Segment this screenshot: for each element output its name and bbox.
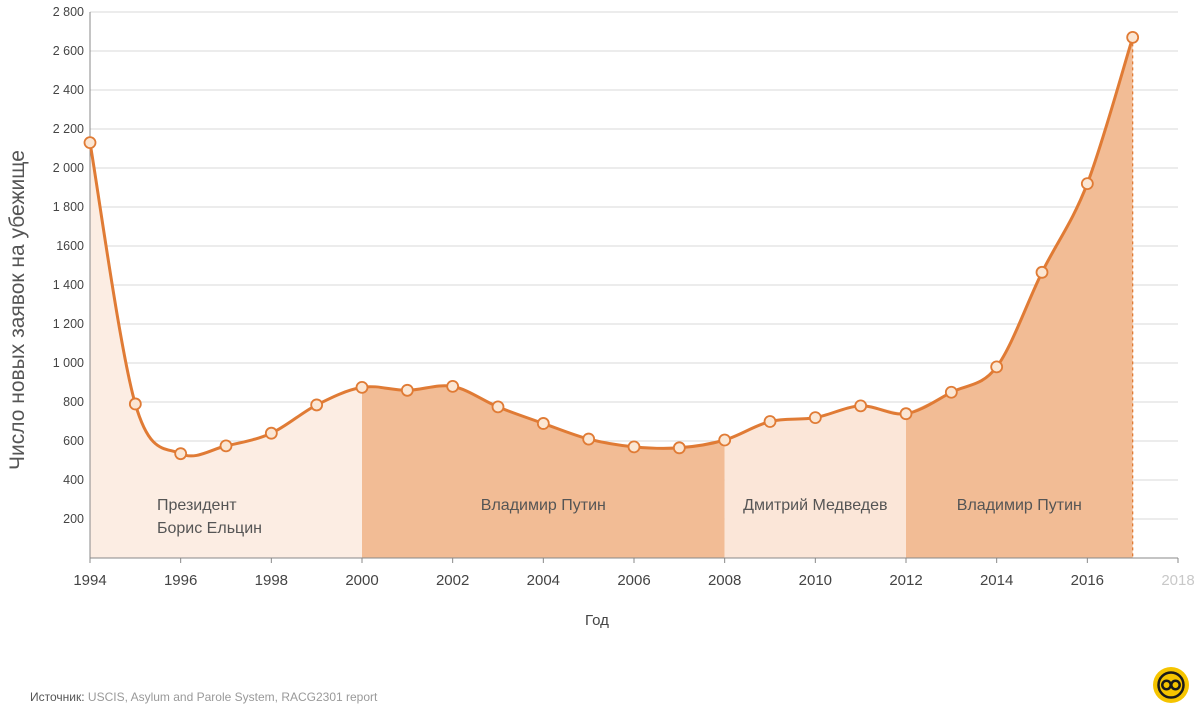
y-tick-label: 400 bbox=[63, 473, 84, 487]
axes bbox=[89, 12, 1179, 563]
data-point bbox=[174, 447, 188, 461]
data-point bbox=[1126, 30, 1140, 44]
period-area bbox=[90, 142, 362, 558]
y-tick-label: 800 bbox=[63, 395, 84, 409]
y-tick-label: 1 800 bbox=[53, 200, 84, 214]
data-point bbox=[718, 433, 732, 447]
y-tick-label: 2 600 bbox=[53, 44, 84, 58]
y-tick-label: 1600 bbox=[56, 239, 84, 253]
x-tick-label: 2006 bbox=[617, 572, 650, 589]
gridlines bbox=[90, 11, 1178, 520]
y-axis-label: Число новых заявок на убежище bbox=[6, 150, 29, 470]
period-area bbox=[724, 405, 906, 558]
x-tick-label: 1998 bbox=[255, 572, 288, 589]
source-text: USCIS, Asylum and Parole System, RACG230… bbox=[87, 690, 378, 704]
source-note: Источник: USCIS, Asylum and Parole Syste… bbox=[30, 690, 377, 704]
data-point bbox=[990, 360, 1004, 374]
y-tick-label: 1 000 bbox=[53, 356, 84, 370]
y-tick-label: 1 400 bbox=[53, 278, 84, 292]
data-point bbox=[400, 383, 414, 397]
x-tick-label: 2004 bbox=[527, 572, 560, 589]
period-areas bbox=[90, 37, 1133, 558]
data-point bbox=[446, 379, 460, 393]
y-tick-label: 2 400 bbox=[53, 83, 84, 97]
data-point bbox=[944, 385, 958, 399]
x-tick-labels: 1994 1996 1998 2000 2002 2004 2006 2008 2010 2012… bbox=[73, 572, 1194, 589]
period-labels: Президент Борис Ельцин Владимир Путин Дмитр… bbox=[157, 497, 1082, 537]
data-point bbox=[1035, 265, 1049, 279]
y-tick-label: 1 200 bbox=[53, 317, 84, 331]
data-point bbox=[536, 417, 550, 430]
data-point bbox=[763, 415, 777, 428]
data-point bbox=[854, 399, 868, 413]
period-area bbox=[906, 37, 1133, 558]
period-label: Владимир Путин bbox=[481, 497, 606, 514]
y-tick-label: 2 800 bbox=[53, 5, 84, 19]
data-point bbox=[582, 432, 596, 446]
data-point bbox=[128, 397, 142, 411]
period-label: Владимир Путин bbox=[957, 497, 1082, 514]
data-point bbox=[355, 380, 369, 394]
y-tick-label: 600 bbox=[63, 434, 84, 448]
x-tick-label: 2008 bbox=[708, 572, 741, 589]
period-label: Борис Ельцин bbox=[157, 520, 262, 537]
y-tick-label: 2 200 bbox=[53, 122, 84, 136]
x-tick-label: 2000 bbox=[345, 572, 378, 589]
period-label: Дмитрий Медведев bbox=[743, 497, 887, 514]
data-point bbox=[627, 440, 641, 454]
x-tick-label: 2002 bbox=[436, 572, 469, 589]
x-tick-label: 2016 bbox=[1071, 572, 1104, 589]
period-area bbox=[362, 385, 725, 558]
x-tick-label: 1996 bbox=[164, 572, 197, 589]
data-point bbox=[219, 439, 233, 453]
data-point bbox=[310, 398, 324, 412]
x-tick-label: 2018 bbox=[1161, 572, 1194, 589]
data-point bbox=[808, 411, 822, 425]
y-tick-labels: 200 400 600 800 1 000 1 200 1 400 1600 1 800 2 00… bbox=[53, 5, 84, 526]
x-tick-label: 2014 bbox=[980, 572, 1013, 589]
x-tick-label: 2010 bbox=[799, 572, 832, 589]
x-tick-label: 2012 bbox=[889, 572, 922, 589]
x-tick-label: 1994 bbox=[73, 572, 106, 589]
data-point bbox=[1080, 177, 1094, 191]
data-point bbox=[899, 407, 913, 421]
data-point bbox=[491, 400, 505, 414]
y-tick-label: 2 000 bbox=[53, 161, 84, 175]
logo-icon bbox=[1153, 667, 1189, 703]
data-point bbox=[672, 441, 686, 455]
source-label: Источник: bbox=[30, 690, 85, 704]
data-points bbox=[83, 30, 1140, 461]
y-tick-label: 200 bbox=[63, 512, 84, 526]
data-point bbox=[83, 136, 97, 150]
x-axis-label: Год bbox=[585, 612, 609, 629]
period-label: Президент bbox=[157, 497, 237, 514]
data-point bbox=[264, 426, 278, 440]
